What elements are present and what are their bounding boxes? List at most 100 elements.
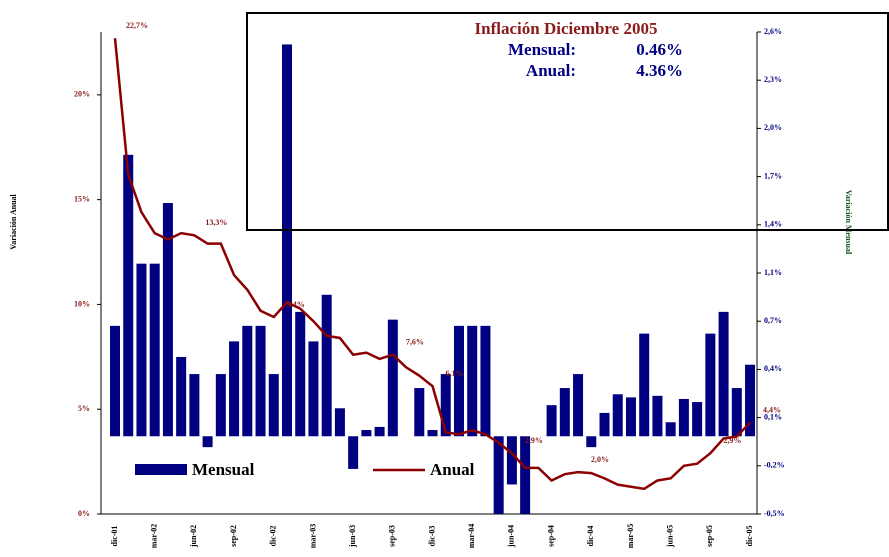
bar — [414, 388, 425, 437]
y2-tick-label: 2,3% — [764, 75, 782, 84]
x-tick-label: mar-04 — [467, 524, 476, 549]
legend-label: Anual — [430, 460, 475, 479]
x-tick-label: jun-03 — [348, 525, 357, 548]
y-axis-title: Variación Anual — [9, 193, 18, 249]
x-tick-label: mar-05 — [626, 524, 635, 549]
y2-tick-label: -0,2% — [764, 461, 785, 470]
bar — [348, 436, 359, 469]
bar — [374, 426, 385, 437]
y2-tick-label: -0,5% — [764, 509, 785, 518]
value-label: 22,7% — [126, 21, 148, 30]
bar — [625, 397, 636, 437]
bar — [586, 436, 597, 448]
x-tick-label: dic-02 — [269, 526, 278, 547]
bar — [387, 319, 398, 437]
x-tick-label: dic-05 — [745, 526, 754, 547]
x-tick-label: dic-04 — [586, 526, 595, 547]
bar — [718, 311, 729, 437]
bar — [705, 333, 716, 437]
y2-tick-label: 0,1% — [764, 412, 782, 421]
bar — [559, 388, 570, 437]
bar — [110, 325, 120, 437]
x-tick-label: mar-03 — [308, 524, 317, 549]
bar — [295, 311, 306, 437]
x-tick-label: dic-01 — [110, 526, 119, 547]
bar — [520, 436, 531, 514]
bar — [506, 436, 517, 485]
y-tick-label: 10% — [74, 299, 90, 308]
value-label: 6,1% — [446, 369, 464, 378]
annotation-box — [246, 12, 889, 231]
bar — [281, 44, 292, 437]
bar — [308, 341, 319, 437]
bar — [189, 374, 200, 437]
y-tick-label: 0% — [78, 509, 90, 518]
y2-tick-label: 1,1% — [764, 268, 782, 277]
y2-tick-label: 0,4% — [764, 364, 782, 373]
bar — [268, 374, 279, 437]
bar — [123, 154, 134, 437]
bar — [573, 374, 584, 437]
bar — [149, 263, 160, 437]
bar — [453, 325, 464, 437]
bar — [546, 405, 557, 437]
bar — [440, 374, 451, 437]
bar — [242, 325, 253, 437]
bar — [599, 412, 610, 437]
value-label: 2,9% — [525, 436, 543, 445]
y2-tick-label: 1,4% — [764, 220, 782, 229]
legend-swatch — [135, 464, 187, 475]
bar — [652, 395, 663, 437]
bar — [321, 294, 332, 437]
bar — [162, 203, 173, 437]
y2-tick-label: 2,0% — [764, 123, 782, 132]
annotation-title: Inflación Diciembre 2005 — [475, 19, 658, 38]
x-tick-label: sep-03 — [388, 525, 397, 547]
y2-tick-label: 2,6% — [764, 27, 782, 36]
x-tick-label: jun-05 — [665, 525, 674, 548]
bar — [493, 436, 504, 514]
value-label: 13,3% — [205, 218, 227, 227]
annotation-label: Anual: — [526, 61, 576, 80]
bar — [731, 388, 742, 437]
bar — [136, 263, 147, 437]
value-label: 2,9% — [723, 436, 741, 445]
line — [113, 38, 751, 491]
y2-tick-label: 0,7% — [764, 316, 782, 325]
x-tick-label: jun-02 — [189, 525, 198, 548]
y2-tick-label: 1,7% — [764, 171, 782, 180]
value-label: 7,6% — [406, 338, 424, 347]
value-label: 2,0% — [591, 455, 609, 464]
bar — [692, 402, 703, 437]
legend-label: Mensual — [192, 460, 255, 479]
bar — [361, 430, 372, 437]
x-tick-label: mar-02 — [150, 524, 159, 549]
bar — [215, 374, 226, 437]
bar — [334, 408, 345, 437]
bar — [612, 394, 623, 437]
annotation-value: 0.46% — [636, 40, 683, 59]
annotation-label: Mensual: — [508, 40, 576, 59]
bar — [665, 422, 676, 437]
bar — [639, 333, 650, 437]
bar — [255, 325, 266, 437]
x-tick-label: jun-04 — [507, 525, 516, 548]
bar — [678, 398, 689, 437]
bar — [427, 430, 438, 437]
value-label: 4,4% — [763, 405, 781, 414]
bar — [202, 436, 213, 448]
y-tick-label: 15% — [74, 194, 90, 203]
annotation-value: 4.36% — [636, 61, 683, 80]
y2-axis-title: Variación Mensual — [844, 190, 853, 255]
value-label: 9,4% — [287, 300, 305, 309]
bar — [176, 356, 187, 437]
bar — [480, 325, 491, 437]
x-tick-label: sep-05 — [705, 525, 714, 547]
x-tick-label: sep-02 — [229, 525, 238, 547]
y-tick-label: 20% — [74, 90, 90, 99]
bar — [467, 325, 478, 437]
x-tick-label: sep-04 — [546, 525, 555, 547]
bar — [229, 341, 240, 437]
